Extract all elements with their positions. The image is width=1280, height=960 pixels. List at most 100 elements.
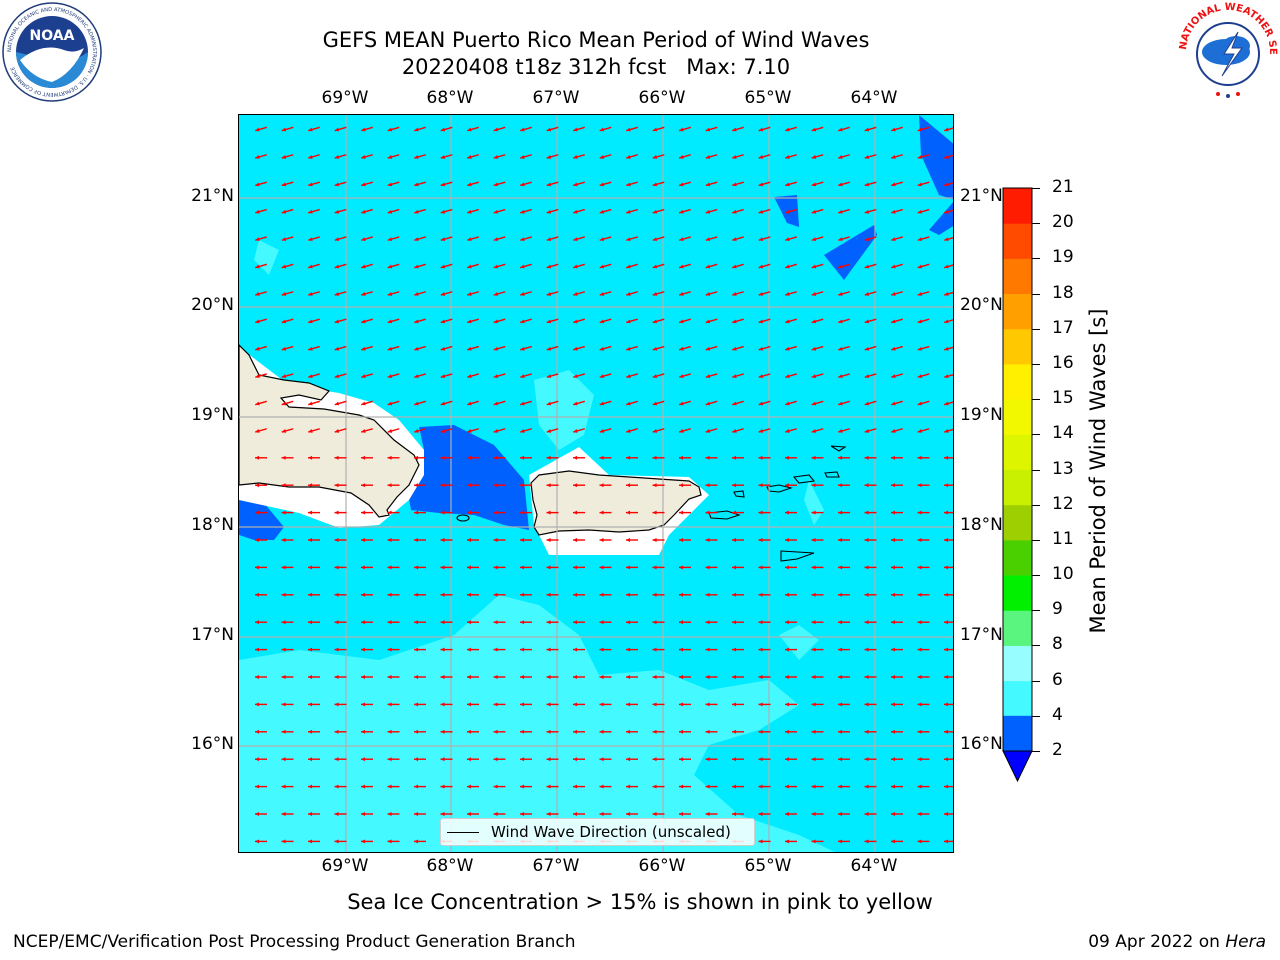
wave-direction-arrow xyxy=(891,291,903,296)
wave-direction-arrow xyxy=(652,565,665,570)
wave-direction-arrow xyxy=(944,620,953,625)
wave-direction-arrow xyxy=(573,729,585,734)
wave-direction-arrow xyxy=(546,565,559,570)
lat-label-right: 18°N xyxy=(960,515,1003,535)
wave-direction-arrow xyxy=(334,236,347,242)
wave-direction-arrow xyxy=(811,620,824,625)
wave-direction-arrow xyxy=(440,373,453,379)
wave-direction-arrow xyxy=(599,510,612,515)
wave-direction-arrow xyxy=(573,620,585,625)
wave-direction-arrow xyxy=(626,400,638,406)
wave-direction-arrow xyxy=(891,345,903,351)
wave-direction-arrow xyxy=(705,620,718,625)
wave-direction-arrow xyxy=(917,428,930,433)
wave-direction-arrow xyxy=(255,757,267,762)
wave-direction-arrow xyxy=(732,565,744,570)
wave-direction-arrow xyxy=(573,483,585,488)
wave-direction-arrow xyxy=(732,154,744,159)
wave-direction-arrow xyxy=(599,400,612,406)
wave-direction-arrow xyxy=(308,675,320,679)
wave-direction-arrow xyxy=(705,538,718,542)
wave-direction-arrow xyxy=(334,647,347,652)
wave-direction-arrow xyxy=(626,126,638,132)
wave-direction-arrow xyxy=(864,620,877,625)
wave-direction-arrow xyxy=(334,208,347,214)
wave-direction-arrow xyxy=(255,592,267,597)
wave-direction-arrow xyxy=(414,729,426,734)
colorbar-segment xyxy=(1003,539,1032,576)
wave-direction-arrow xyxy=(414,592,426,597)
wave-direction-arrow xyxy=(493,702,506,707)
wave-direction-arrow xyxy=(891,373,903,379)
wave-direction-arrow xyxy=(838,400,850,406)
colorbar-segment xyxy=(1003,399,1032,435)
wave-direction-arrow xyxy=(864,236,877,242)
wave-direction-arrow xyxy=(785,592,797,597)
wave-direction-arrow xyxy=(732,345,744,351)
colorbar-tick-mark xyxy=(1032,188,1040,189)
wave-direction-arrow xyxy=(334,428,347,433)
wave-direction-arrow xyxy=(891,236,903,242)
colorbar-tick-label: 12 xyxy=(1052,493,1074,514)
wave-direction-arrow xyxy=(546,181,559,187)
colorbar-tick-mark xyxy=(1032,258,1040,260)
wave-direction-arrow xyxy=(785,812,797,816)
wave-direction-arrow xyxy=(811,839,824,844)
colorbar-tick-mark xyxy=(1032,575,1040,577)
wave-direction-arrow xyxy=(785,538,797,542)
wave-direction-arrow xyxy=(705,345,718,351)
map-legend: Wind Wave Direction (unscaled) xyxy=(440,818,755,846)
wave-direction-arrow xyxy=(626,208,638,214)
wave-direction-arrow xyxy=(467,675,479,679)
wave-direction-arrow xyxy=(467,291,479,296)
wave-direction-arrow xyxy=(864,455,877,460)
wave-direction-arrow xyxy=(467,538,479,542)
wave-direction-arrow xyxy=(546,647,559,652)
colorbar-tick-label: 4 xyxy=(1052,704,1063,725)
wave-direction-arrow xyxy=(917,839,930,844)
wave-direction-arrow xyxy=(811,126,824,132)
wave-direction-arrow xyxy=(917,510,930,515)
wave-direction-arrow xyxy=(308,620,320,625)
wave-direction-arrow xyxy=(838,236,850,242)
wave-direction-arrow xyxy=(573,647,585,652)
wave-direction-arrow xyxy=(811,647,824,652)
chart-title: GEFS MEAN Puerto Rico Mean Period of Win… xyxy=(322,28,870,52)
wave-direction-arrow xyxy=(334,510,347,515)
wave-direction-arrow xyxy=(917,263,930,269)
noaa-logo: NOAA NATIONAL OCEANIC AND ATMOSPHERIC AD… xyxy=(2,2,102,102)
colorbar-tick-mark xyxy=(1032,504,1040,506)
wave-direction-arrow xyxy=(891,647,903,652)
wave-direction-arrow xyxy=(599,729,612,734)
wave-direction-arrow xyxy=(864,318,877,324)
wave-direction-arrow xyxy=(864,565,877,570)
wave-direction-arrow xyxy=(387,510,400,515)
wave-direction-arrow xyxy=(732,455,744,460)
wave-direction-arrow xyxy=(758,757,771,762)
wave-direction-arrow xyxy=(546,373,559,379)
wave-direction-arrow xyxy=(599,345,612,351)
wave-direction-arrow xyxy=(891,181,903,187)
wave-direction-arrow xyxy=(387,428,400,433)
wave-direction-arrow xyxy=(626,483,638,488)
wave-direction-arrow xyxy=(705,812,718,816)
wave-direction-arrow xyxy=(917,126,930,132)
wave-direction-arrow xyxy=(414,538,426,542)
wave-direction-arrow xyxy=(652,400,665,406)
colorbar-tick-mark xyxy=(1032,539,1040,541)
wave-direction-arrow xyxy=(467,565,479,570)
wave-direction-arrow xyxy=(440,675,453,679)
lat-label-right: 21°N xyxy=(960,186,1003,206)
wave-direction-arrow xyxy=(891,592,903,597)
wave-direction-arrow xyxy=(599,236,612,242)
wave-direction-arrow xyxy=(467,208,479,214)
wave-direction-arrow xyxy=(891,400,903,406)
wave-direction-arrow xyxy=(599,592,612,597)
colorbar-tick-label: 13 xyxy=(1052,458,1074,479)
wave-direction-arrow xyxy=(546,400,559,406)
wave-direction-arrow xyxy=(838,757,850,762)
wave-direction-arrow xyxy=(308,126,320,132)
wave-direction-arrow xyxy=(573,345,585,351)
wave-direction-arrow xyxy=(705,592,718,597)
wave-direction-arrow xyxy=(414,400,426,406)
